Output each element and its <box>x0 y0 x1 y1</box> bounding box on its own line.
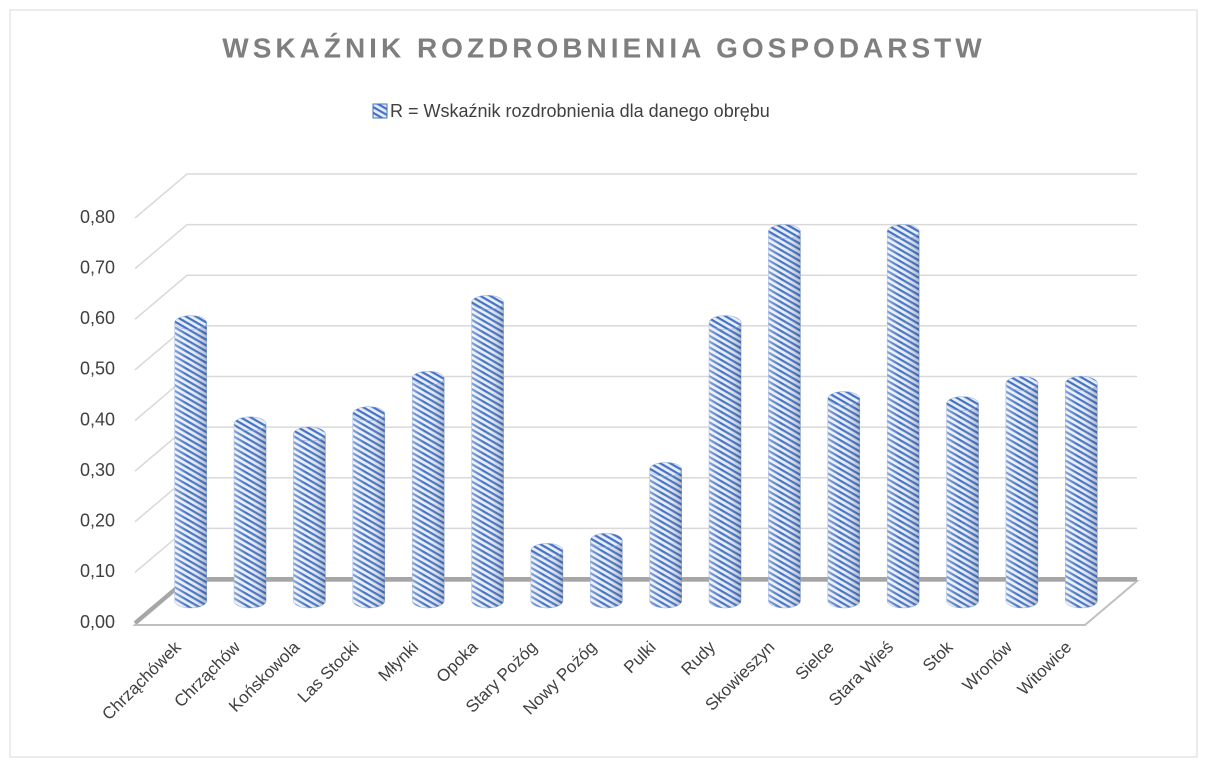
bar <box>352 406 386 609</box>
y-tick-label: 0,40 <box>80 409 115 429</box>
bar-top <box>411 371 445 386</box>
bar-top <box>174 315 207 330</box>
bar <box>411 371 445 609</box>
y-tick-label: 0,60 <box>80 308 115 328</box>
bar-shade <box>709 322 742 608</box>
bar <box>946 396 979 609</box>
bar-shade <box>471 302 504 608</box>
bar-top <box>886 224 920 239</box>
bar-shade <box>887 231 920 608</box>
bar <box>1065 376 1098 609</box>
bar-top <box>530 543 564 558</box>
y-tick-label: 0,80 <box>80 207 115 227</box>
bar-shade <box>530 550 563 608</box>
y-tick-label: 0,00 <box>80 612 115 632</box>
bar <box>590 533 623 609</box>
floor <box>132 580 1140 626</box>
bar-shade <box>352 413 385 608</box>
bar-shade <box>1005 383 1038 608</box>
grid-line <box>134 223 1137 270</box>
bar-shade <box>768 231 801 608</box>
bar <box>233 416 267 609</box>
bar-top <box>768 224 801 239</box>
bar-shade <box>649 469 682 608</box>
y-tick-label: 0,70 <box>80 257 115 277</box>
bar <box>174 315 207 609</box>
chart-border <box>9 9 1198 758</box>
chart-title: WSKAŹNIK ROZDROBNIENIA GOSPODARSTW <box>222 32 985 63</box>
bar-top <box>827 391 861 406</box>
bar <box>471 295 504 609</box>
bar-top <box>590 533 623 548</box>
bar-top <box>293 426 326 442</box>
bar <box>1005 376 1039 609</box>
grid-line <box>134 274 1137 320</box>
legend-label: R = Wskaźnik rozdrobnienia dla danego ob… <box>390 101 770 121</box>
bar-shade <box>293 433 326 608</box>
bar-shade <box>1065 383 1098 608</box>
bar <box>768 224 801 609</box>
y-tick-label: 0,30 <box>80 460 115 480</box>
bar-shade <box>174 322 207 608</box>
bar-shade <box>827 398 860 608</box>
bar <box>708 315 742 609</box>
y-tick-label: 0,20 <box>80 511 115 531</box>
bar-shade <box>590 540 623 608</box>
bar-shade <box>412 378 445 608</box>
y-tick-label: 0,50 <box>80 359 115 379</box>
bar <box>649 462 682 609</box>
bar-top <box>1005 376 1039 391</box>
bar-shade <box>946 403 979 608</box>
bar <box>293 426 326 609</box>
bar-shade <box>234 423 267 608</box>
bar-top <box>946 396 979 411</box>
bar <box>886 224 920 609</box>
bar <box>530 543 564 609</box>
bar <box>827 391 861 609</box>
bar-top <box>708 315 742 330</box>
bar-top <box>352 406 386 421</box>
bar-top <box>649 462 682 477</box>
legend-swatch <box>372 103 388 119</box>
bar-top <box>471 295 504 310</box>
y-tick-label: 0,10 <box>80 561 115 581</box>
bar-top <box>233 416 267 432</box>
bar-top <box>1065 376 1098 391</box>
grid-line <box>134 173 1137 219</box>
